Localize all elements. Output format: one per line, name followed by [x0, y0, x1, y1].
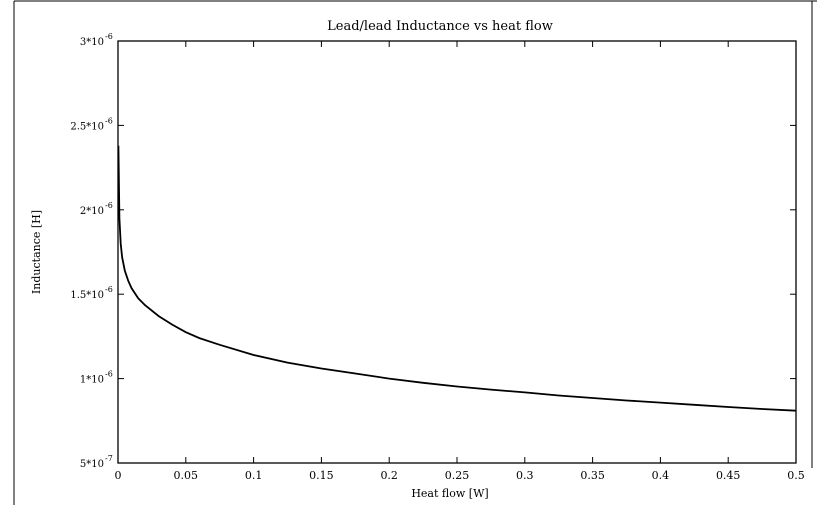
y-tick-label: 1*10 — [80, 375, 104, 386]
plot-area-border — [117, 40, 797, 464]
chart-title: Lead/lead Inductance vs heat flow — [327, 19, 553, 34]
x-tick-label: 0.15 — [309, 469, 334, 482]
y-tick-exponent: -6 — [105, 370, 113, 379]
x-tick-label: 0.4 — [652, 469, 670, 482]
x-tick-label: 0.5 — [787, 469, 805, 482]
y-tick-exponent: -6 — [105, 32, 113, 41]
inductance-curve — [117, 145, 797, 412]
y-tick-label: 2.5*10 — [70, 121, 104, 132]
y-tick-label: 1.5*10 — [70, 290, 104, 301]
y-tick-label: 5*10 — [80, 459, 104, 470]
x-tick-label: 0.3 — [516, 469, 534, 482]
y-tick-exponent: -6 — [105, 116, 113, 125]
y-tick-label: 2*10 — [80, 206, 104, 217]
axis-ticks: 0 0.05 0.1 0.15 0.2 0.25 0.3 0.35 0.4 0.45 0.5 5*10… — [70, 32, 804, 482]
x-tick-label: 0.2 — [380, 469, 398, 482]
x-tick-label: 0.45 — [716, 469, 741, 482]
x-tick-label: 0.1 — [245, 469, 263, 482]
y-tick-exponent: -7 — [105, 454, 113, 463]
x-tick-label: 0 — [115, 469, 122, 482]
y-tick-label: 3*10 — [80, 37, 104, 48]
y-axis-label: Inductance [H] — [30, 210, 43, 294]
y-tick-exponent: -6 — [105, 201, 113, 210]
x-tick-label: 0.25 — [445, 469, 470, 482]
x-tick-label: 0.05 — [174, 469, 199, 482]
x-tick-label: 0.35 — [580, 469, 605, 482]
x-axis-label: Heat flow [W] — [411, 487, 488, 500]
y-tick-exponent: -6 — [105, 285, 113, 294]
data-series — [117, 145, 797, 412]
